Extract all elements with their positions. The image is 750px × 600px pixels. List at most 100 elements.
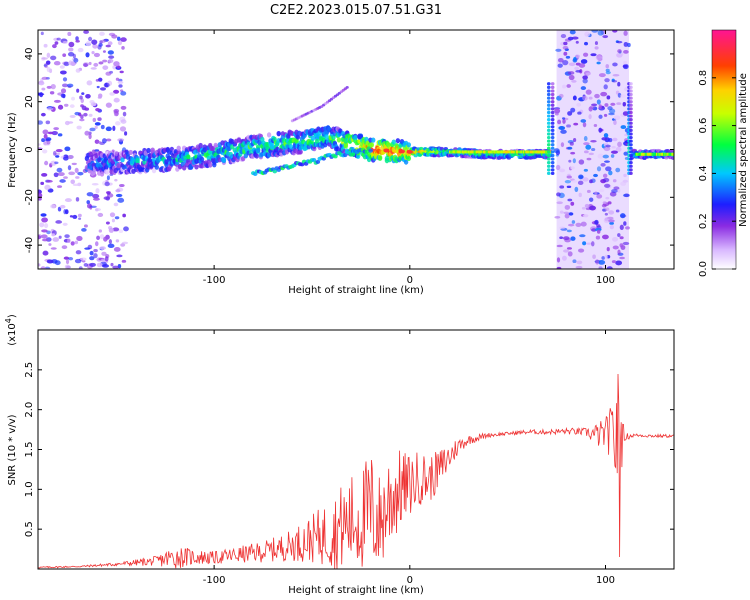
noise-cell xyxy=(559,185,565,189)
peak-cell xyxy=(398,149,405,154)
spectrogram-y-tick-label: 0 xyxy=(24,146,35,152)
noise-cell xyxy=(57,185,63,188)
tail-cell xyxy=(520,150,523,154)
tail-cell xyxy=(661,152,664,156)
noise-cell xyxy=(102,59,108,63)
noise-cell xyxy=(558,168,566,173)
tail-cell xyxy=(513,150,516,154)
edge-spike-cell xyxy=(546,92,551,97)
signal-cell xyxy=(395,138,401,144)
tail-cell xyxy=(539,150,541,154)
noise-cell xyxy=(596,229,601,234)
peak-cell xyxy=(383,148,390,153)
spectrogram-panel: -100 0 100 -40 -20 0 20 40 Height of straight l… xyxy=(7,29,675,296)
noise-cell xyxy=(38,120,43,125)
tail-cell xyxy=(515,150,518,154)
noise-cell xyxy=(593,173,598,178)
noise-cell xyxy=(99,87,106,91)
noise-cell xyxy=(612,237,618,242)
noise-cell xyxy=(44,160,49,166)
noise-cell xyxy=(122,111,127,117)
noise-cell xyxy=(558,125,566,130)
tail-cell xyxy=(644,152,646,156)
noise-cell xyxy=(84,107,90,111)
noise-cell xyxy=(568,74,575,81)
noise-cell xyxy=(42,238,49,242)
noise-cell xyxy=(67,154,74,159)
noise-cell xyxy=(67,83,74,88)
noise-cell xyxy=(598,127,603,133)
noise-cell xyxy=(60,88,67,94)
snr-plot-area xyxy=(38,330,674,569)
noise-cell xyxy=(72,183,80,187)
noise-cell xyxy=(68,41,75,48)
noise-cell xyxy=(623,49,629,54)
tail-cell xyxy=(634,152,637,156)
noise-cell xyxy=(118,229,124,234)
noise-cell xyxy=(554,216,561,219)
noise-cell xyxy=(583,136,588,142)
noise-cell xyxy=(602,35,609,39)
noise-cell xyxy=(567,111,573,116)
branch-cell xyxy=(272,169,278,174)
noise-cell xyxy=(605,64,610,69)
noise-cell xyxy=(42,250,49,256)
noise-cell xyxy=(586,157,592,161)
edge-spike-cell xyxy=(550,89,555,93)
edge-spike-cell xyxy=(546,82,551,86)
noise-cell xyxy=(560,129,567,134)
noise-cell xyxy=(91,183,99,186)
tail-cell xyxy=(451,150,453,154)
noise-cell xyxy=(62,83,69,88)
noise-cell xyxy=(605,166,612,172)
noise-cell xyxy=(113,89,120,94)
noise-cell xyxy=(574,66,580,71)
spectrogram-y-tick-label: -40 xyxy=(24,237,35,253)
noise-cell xyxy=(566,247,573,250)
noise-cell xyxy=(104,256,109,262)
noise-cell xyxy=(67,165,72,171)
noise-cell xyxy=(98,42,103,47)
noise-cell xyxy=(595,235,601,240)
noise-cell xyxy=(70,61,76,67)
noise-cell xyxy=(40,266,46,269)
noise-cell xyxy=(121,45,125,50)
noise-cell xyxy=(89,127,96,132)
noise-cell xyxy=(606,246,610,252)
noise-cell xyxy=(579,175,584,179)
noise-cell xyxy=(570,236,576,241)
snr-ticks: -100 0 100 0.5 1.0 1.5 2.0 2.5 xyxy=(24,330,674,586)
noise-cell xyxy=(568,223,575,227)
noise-cell xyxy=(68,256,74,261)
snr-x-tick-label: 0 xyxy=(407,575,413,586)
noise-cell xyxy=(108,239,112,245)
noise-cell xyxy=(562,59,569,66)
noise-cell xyxy=(98,61,104,65)
noise-cell xyxy=(75,250,82,255)
noise-cell xyxy=(59,179,66,183)
spectrogram-x-axis-label: Height of straight line (km) xyxy=(288,285,424,296)
noise-cell xyxy=(571,80,577,83)
noise-cell xyxy=(567,36,574,41)
snr-x-tick-label: 100 xyxy=(596,575,615,586)
noise-cell xyxy=(582,95,588,101)
signal-cell xyxy=(406,142,412,148)
spectrogram-cells xyxy=(38,30,674,269)
colorbar-ticks: 0.0 0.2 0.4 0.6 0.8 xyxy=(698,70,736,277)
noise-cell xyxy=(67,51,75,57)
edge-spike-cell xyxy=(546,110,551,115)
noise-cell xyxy=(40,112,46,117)
noise-cell xyxy=(607,201,612,205)
noise-cell xyxy=(41,57,48,60)
noise-cell xyxy=(61,245,68,250)
edge-spike-cell xyxy=(629,92,633,97)
noise-cell xyxy=(595,55,603,61)
noise-cell xyxy=(585,72,591,76)
edge-spike-cell xyxy=(550,107,555,111)
noise-cell xyxy=(108,58,114,63)
signal-cell xyxy=(266,132,272,138)
edge-spike-cell xyxy=(546,89,551,93)
edge-spike-cell xyxy=(546,146,551,150)
tail-cell xyxy=(474,150,477,154)
noise-cell xyxy=(116,254,123,258)
